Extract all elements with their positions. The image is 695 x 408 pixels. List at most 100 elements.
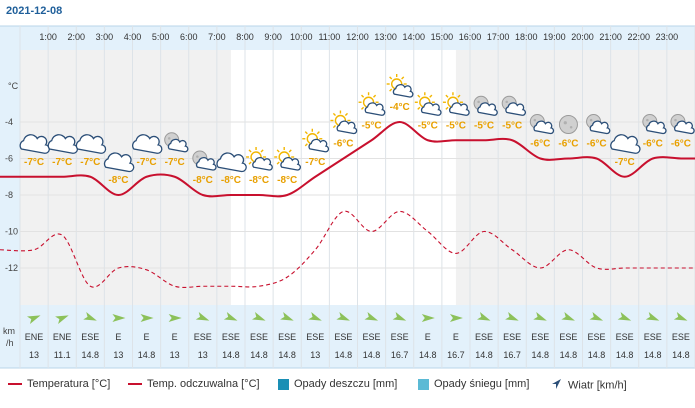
wind-speed: 14.8: [532, 350, 550, 360]
temperature-label: -6°C: [530, 139, 550, 150]
cloud-icon: [132, 134, 163, 154]
temperature-label: -5°C: [474, 120, 494, 131]
temperature-label: -7°C: [165, 157, 185, 168]
legend: Temperatura [°C] Temp. odczuwalna [°C] Opa…: [0, 370, 695, 400]
sun-cloud-icon: [386, 74, 414, 98]
hour-label: 13:00: [374, 32, 397, 42]
moon-icon: [558, 115, 578, 134]
hour-header: [0, 26, 695, 50]
sun-cloud-icon: [274, 147, 301, 171]
legend-line-swatch: [128, 383, 142, 386]
wind-speed: 14.8: [616, 350, 634, 360]
moon-cloud-icon: [164, 132, 189, 153]
wind-direction: ESE: [475, 332, 493, 342]
hour-label: 5:00: [152, 32, 170, 42]
sun-cloud-icon: [330, 110, 358, 135]
wind-speed: 14.8: [672, 350, 690, 360]
wind-arrow-icon: [421, 314, 435, 322]
daylight-band: [230, 50, 456, 305]
hour-label: 10:00: [290, 32, 313, 42]
wind-speed: 14.8: [363, 350, 381, 360]
wind-direction: ESE: [391, 332, 409, 342]
wind-arrow-icon: [449, 314, 463, 322]
temperature-label: -7°C: [52, 157, 72, 168]
wind-arrow-icon: [252, 312, 266, 321]
wind-arrow-icon: [673, 312, 688, 321]
temperature-label: -6°C: [558, 139, 578, 150]
legend-label: Wiatr [km/h]: [568, 379, 627, 392]
cloud-icon: [103, 152, 135, 173]
wind-arrow-icon: [477, 312, 491, 321]
wind-speed: 14.8: [222, 350, 240, 360]
wind-direction: ESE: [306, 332, 324, 342]
wind-speed: 14.8: [588, 350, 606, 360]
temperature-label: -4°C: [390, 102, 410, 113]
hour-label: 16:00: [459, 32, 482, 42]
wind-direction: ESE: [531, 332, 549, 342]
sun-cloud-icon: [302, 128, 330, 153]
temperature-label: -7°C: [615, 157, 635, 168]
moon-cloud-icon: [529, 114, 555, 135]
wind-arrow-icon: [308, 312, 322, 321]
wind-unit-label: km: [3, 326, 15, 336]
moon-cloud-icon: [642, 114, 667, 135]
hour-label: 1:00: [39, 32, 57, 42]
cloud-icon: [216, 152, 247, 173]
wind-speed: 16.7: [447, 350, 465, 360]
wind-unit-label-h: /h: [6, 338, 14, 348]
wind-speed: 16.7: [503, 350, 521, 360]
wind-arrow-icon: [168, 314, 182, 322]
y-axis-unit: °C: [8, 81, 19, 91]
wind-arrow-icon: [83, 312, 97, 321]
wind-speed: 13: [170, 350, 180, 360]
wind-speed: 13: [198, 350, 208, 360]
wind-speed: 11.1: [54, 350, 71, 360]
wind-arrow-icon: [55, 315, 69, 324]
temperature-label: -6°C: [671, 139, 691, 150]
moon-cloud-icon: [670, 114, 695, 135]
hour-label: 17:00: [487, 32, 510, 42]
wind-speed: 14.8: [278, 350, 296, 360]
wind-arrow-icon: [589, 312, 604, 321]
cloud-icon: [75, 134, 107, 154]
sun-cloud-icon: [358, 92, 386, 116]
legend-label: Opady śniegu [mm]: [434, 378, 530, 391]
hour-label: 14:00: [402, 32, 425, 42]
wind-speed: 13: [113, 350, 123, 360]
wind-direction: ENE: [25, 332, 44, 342]
hour-label: 11:00: [318, 32, 340, 42]
wind-arrow-icon: [364, 312, 379, 321]
temperature-label: -5°C: [502, 120, 522, 131]
sun-cloud-icon: [442, 92, 470, 116]
wind-speed: 14.8: [138, 350, 156, 360]
wind-direction: ESE: [194, 332, 212, 342]
hour-label: 9:00: [264, 32, 282, 42]
wind-arrow-icon: [195, 312, 210, 321]
hour-label: 12:00: [346, 32, 369, 42]
temperature-label: -5°C: [446, 120, 466, 131]
wind-speed: 14.8: [82, 350, 100, 360]
legend-box-swatch: [278, 378, 289, 390]
temperature-label: -8°C: [221, 175, 241, 186]
temperature-label: -5°C: [418, 120, 438, 131]
hour-label: 6:00: [180, 32, 198, 42]
sun-cloud-icon: [414, 92, 442, 116]
y-tick-label: -12: [5, 263, 18, 273]
wind-direction: E: [425, 332, 431, 342]
wind-arrow-icon: [336, 312, 350, 321]
wind-speed: 14.8: [475, 350, 493, 360]
temperature-label: -6°C: [643, 139, 663, 150]
feels-like-line: [0, 210, 695, 289]
wind-arrow-icon: [27, 315, 41, 324]
legend-item: Temp. odczuwalna [°C]: [128, 378, 260, 390]
y-tick-label: -10: [5, 227, 18, 237]
wind-arrow-icon: [561, 312, 575, 321]
hour-label: 20:00: [571, 32, 594, 42]
hour-label: 23:00: [656, 32, 679, 42]
hour-label: 22:00: [627, 32, 650, 42]
wind-arrow-icon: [280, 312, 294, 321]
forecast-chart: -7°C -7°C -7°C-8°C-7°C -7°C-8°C -8°C -8°C -8°C…: [0, 25, 695, 369]
legend-label: Opady deszczu [mm]: [294, 378, 398, 391]
temperature-label: -5°C: [362, 120, 382, 131]
wind-direction: E: [144, 332, 150, 342]
